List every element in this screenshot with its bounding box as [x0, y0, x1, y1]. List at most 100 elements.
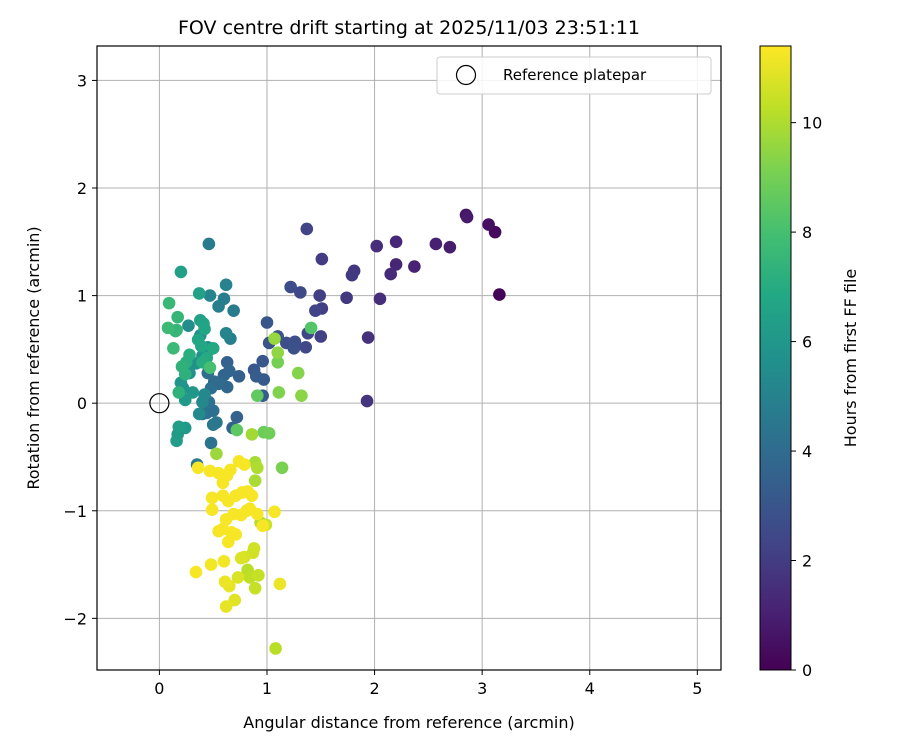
data-point	[493, 288, 506, 301]
data-point	[345, 268, 359, 282]
colorbar-tick-label: 0	[802, 661, 812, 680]
data-point	[217, 555, 231, 568]
legend-label-reference: Reference platepar	[503, 66, 647, 84]
data-point	[256, 354, 269, 368]
data-point	[294, 286, 307, 299]
data-point	[230, 423, 244, 437]
data-point	[284, 280, 297, 294]
data-point	[182, 319, 195, 333]
data-point	[268, 332, 281, 345]
data-point	[195, 339, 208, 353]
plot-frame	[96, 45, 722, 671]
data-point	[460, 210, 474, 224]
colorbar-tick-label: 8	[802, 223, 812, 242]
data-point	[238, 458, 251, 471]
colorbar-tick-label: 10	[802, 114, 822, 133]
data-point	[245, 428, 259, 441]
data-point	[361, 331, 375, 344]
data-point	[167, 342, 180, 355]
legend-box	[436, 56, 712, 95]
data-point	[389, 235, 403, 249]
x-tick-label: 4	[585, 679, 595, 698]
x-tick-label: 3	[477, 679, 487, 698]
data-point	[429, 237, 443, 251]
data-point	[204, 436, 218, 450]
data-point	[205, 503, 219, 516]
data-point	[203, 289, 217, 302]
data-point	[340, 291, 353, 305]
colorbar-label: Hours from first FF file	[841, 269, 860, 448]
data-point	[204, 558, 218, 571]
data-point	[240, 504, 253, 518]
y-tick-label: 0	[77, 394, 87, 413]
data-point	[171, 310, 184, 324]
data-point	[309, 304, 322, 317]
data-point	[272, 386, 286, 399]
data-point	[295, 389, 308, 402]
data-point	[174, 265, 188, 279]
x-tick-label: 2	[369, 679, 379, 698]
data-point	[251, 461, 264, 475]
data-point	[219, 600, 233, 613]
data-point	[192, 407, 206, 421]
data-point	[360, 394, 374, 408]
data-point	[373, 292, 387, 306]
data-point	[249, 369, 263, 383]
y-tick-label: 1	[77, 287, 87, 306]
legend: Reference platepar	[436, 56, 712, 95]
data-point	[191, 461, 205, 475]
data-point	[234, 551, 248, 565]
colorbar: 0 2 4 6 8 10 Hours from first FF file	[759, 45, 860, 680]
colorbar-gradient	[759, 45, 792, 671]
data-point	[251, 507, 264, 521]
data-point	[220, 468, 234, 482]
data-point	[271, 346, 285, 359]
data-point	[248, 581, 262, 595]
data-point	[198, 322, 211, 336]
x-axis-label: Angular distance from reference (arcmin)	[243, 713, 574, 732]
y-tick-label: 2	[77, 179, 87, 198]
data-point	[287, 342, 301, 355]
axis-ticks: 0 1 2 3 4 5 −2 −1 0 1 2 3	[63, 71, 702, 698]
data-point	[232, 369, 246, 383]
data-point	[245, 489, 259, 503]
y-tick-label: −1	[63, 502, 87, 521]
data-point	[172, 386, 186, 399]
x-tick-label: 0	[154, 679, 164, 698]
data-point	[175, 360, 189, 373]
data-point	[170, 434, 183, 448]
data-point	[192, 287, 206, 300]
data-point	[268, 505, 281, 519]
data-point	[275, 461, 289, 475]
data-point	[370, 239, 384, 253]
data-point	[304, 321, 318, 335]
data-point	[248, 474, 262, 487]
data-point	[313, 289, 327, 302]
data-point	[443, 240, 457, 254]
data-point	[252, 569, 265, 582]
data-point	[161, 321, 175, 335]
data-point	[408, 260, 421, 273]
reference-platepar-marker	[149, 393, 170, 414]
grid-lines	[97, 46, 721, 670]
y-tick-label: −2	[63, 609, 87, 628]
data-point	[271, 356, 285, 369]
data-point	[300, 222, 314, 236]
data-point	[230, 410, 244, 424]
data-point	[251, 389, 264, 402]
data-point	[482, 218, 495, 231]
colorbar-tick-label: 4	[802, 442, 812, 461]
data-point	[247, 542, 261, 555]
data-point	[196, 395, 209, 409]
data-point	[206, 418, 220, 432]
data-point	[273, 577, 287, 591]
x-tick-label: 1	[262, 679, 272, 698]
data-point	[315, 252, 329, 266]
data-point	[262, 427, 276, 440]
data-point	[389, 258, 403, 271]
colorbar-tick-label: 2	[802, 552, 812, 571]
data-points	[149, 208, 506, 655]
data-point	[210, 447, 223, 461]
data-point	[206, 342, 220, 355]
